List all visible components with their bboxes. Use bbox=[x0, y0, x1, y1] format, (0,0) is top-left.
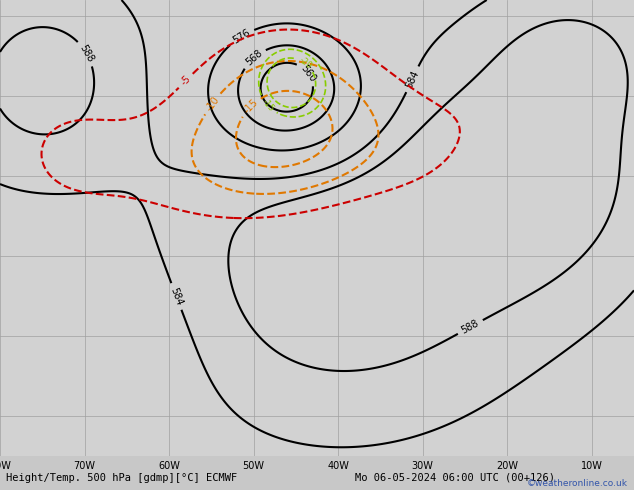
Text: 584: 584 bbox=[169, 286, 184, 307]
Text: 70W: 70W bbox=[74, 461, 96, 471]
Text: ©weatheronline.co.uk: ©weatheronline.co.uk bbox=[527, 479, 628, 488]
Text: 576: 576 bbox=[231, 27, 252, 46]
Text: -5: -5 bbox=[179, 74, 193, 88]
Text: 60W: 60W bbox=[158, 461, 180, 471]
Text: Height/Temp. 500 hPa [gdmp][°C] ECMWF: Height/Temp. 500 hPa [gdmp][°C] ECMWF bbox=[6, 473, 238, 483]
Text: -15: -15 bbox=[242, 98, 260, 116]
Text: 588: 588 bbox=[77, 43, 95, 64]
Text: 50W: 50W bbox=[243, 461, 264, 471]
Text: Mo 06-05-2024 06:00 UTC (00+126): Mo 06-05-2024 06:00 UTC (00+126) bbox=[355, 473, 555, 483]
Text: 30W: 30W bbox=[411, 461, 434, 471]
Text: 588: 588 bbox=[460, 318, 481, 336]
Text: 40W: 40W bbox=[327, 461, 349, 471]
Text: -10: -10 bbox=[204, 95, 221, 113]
Text: 10W: 10W bbox=[581, 461, 603, 471]
Text: 560: 560 bbox=[299, 63, 318, 84]
Text: -15: -15 bbox=[260, 97, 275, 113]
Text: -20: -20 bbox=[297, 55, 313, 71]
Text: 20W: 20W bbox=[496, 461, 518, 471]
Text: 568: 568 bbox=[243, 48, 264, 68]
Text: 80W: 80W bbox=[0, 461, 11, 471]
Text: 584: 584 bbox=[404, 69, 421, 90]
